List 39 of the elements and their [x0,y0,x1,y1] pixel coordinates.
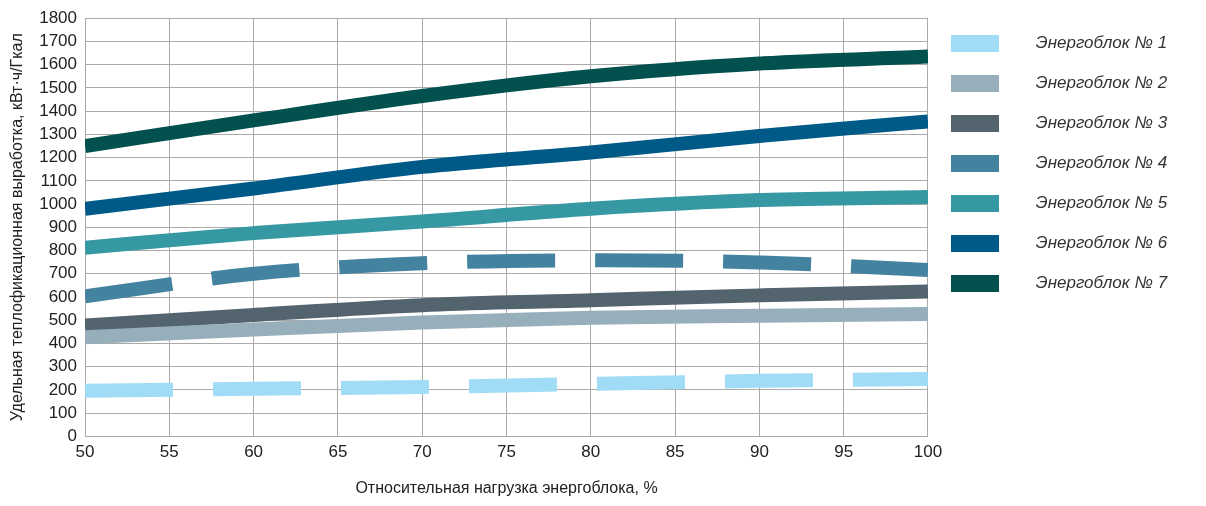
y-tick-label: 700 [48,263,78,283]
x-tick-label: 50 [75,442,95,462]
x-axis-title: Относительная нагрузка энергоблока, % [355,478,658,496]
y-tick-label: 1600 [39,54,78,74]
x-tick-label: 70 [412,442,432,462]
y-tick-label: 1700 [39,31,78,51]
y-tick-label: 0 [67,426,78,446]
y-tick-label: 600 [48,286,78,306]
legend-label: Энергоблок № 1 [1007,33,1187,53]
y-tick-label: 400 [48,333,78,353]
y-tick-label: 1500 [39,77,78,97]
y-tick-label: 1800 [39,7,78,27]
x-tick-label: 100 [913,442,943,462]
x-tick-label: 85 [665,442,685,462]
legend-label: Энергоблок № 6 [1007,233,1187,253]
legend-label: Энергоблок № 2 [1007,73,1187,93]
y-tick-label: 800 [48,240,78,260]
y-tick-label: 1100 [40,170,78,190]
x-tick-label: 80 [581,442,601,462]
y-tick-label: 900 [48,216,78,236]
y-tick-label: 500 [48,309,78,329]
y-axis-title: Удельная теплофикационная выработка, кВт·ч/Гкал [8,33,26,422]
legend-label: Энергоблок № 4 [1007,153,1187,173]
y-tick-label: 1000 [39,193,78,213]
legend-label: Энергоблок № 3 [1007,113,1187,133]
x-tick-label: 95 [834,442,854,462]
y-tick-label: 1200 [39,147,78,167]
x-tick-label: 60 [244,442,264,462]
legend-label: Энергоблок № 5 [1007,193,1187,213]
legend-label: Энергоблок № 7 [1007,273,1187,293]
y-tick-label: 1400 [39,100,78,120]
x-tick-label: 90 [749,442,769,462]
x-tick-label: 75 [497,442,516,462]
x-tick-label: 55 [159,442,179,462]
y-tick-label: 200 [48,379,78,399]
y-tick-label: 1300 [39,124,78,144]
y-tick-label: 300 [48,356,78,376]
x-tick-label: 65 [328,442,348,462]
y-tick-label: 100 [48,402,78,422]
